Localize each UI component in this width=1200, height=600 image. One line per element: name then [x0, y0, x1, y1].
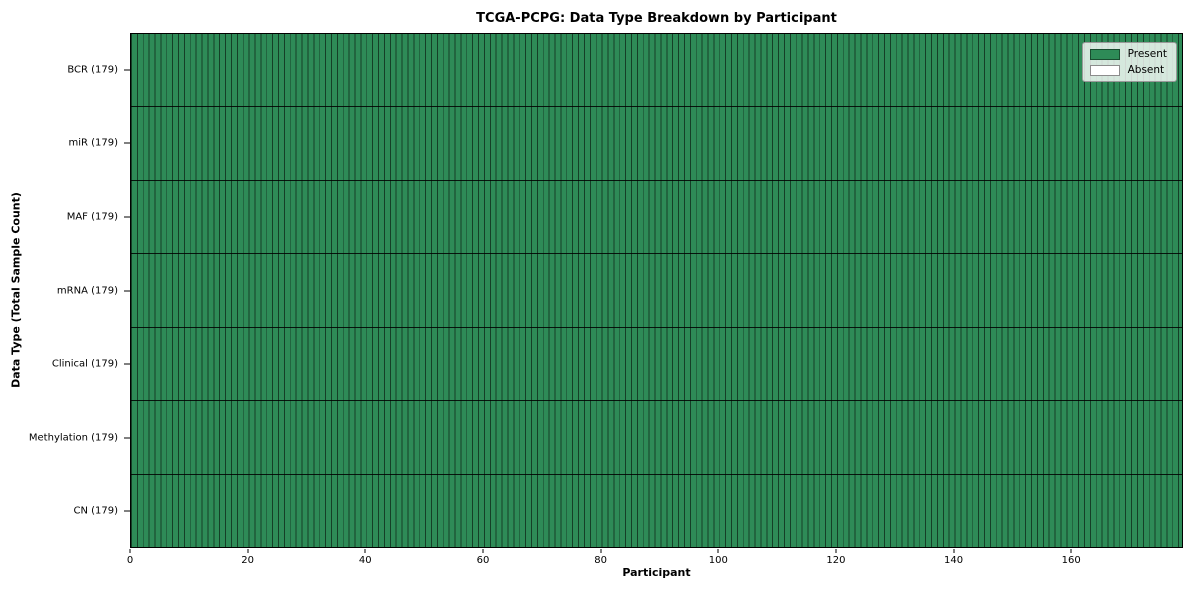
x-tick-mark	[364, 549, 366, 553]
x-tick-mark	[1070, 549, 1072, 553]
y-axis: BCR (179) miR (179) MAF (179) mRNA (179) Cli…	[0, 33, 130, 548]
x-tick-mark	[129, 549, 131, 553]
heatmap-row-clinical[interactable]	[131, 326, 1182, 400]
x-tick-label: 120	[826, 555, 846, 566]
legend-item-absent: Absent	[1089, 64, 1167, 76]
legend-label: Present	[1127, 48, 1167, 60]
x-tick-mark	[482, 549, 484, 553]
x-tick-mark	[717, 549, 719, 553]
y-tick-label: BCR (179)	[67, 64, 118, 76]
x-tick-mark	[600, 549, 602, 553]
x-tick-label: 0	[126, 555, 134, 566]
chart-title: TCGA-PCPG: Data Type Breakdown by Partic…	[476, 11, 837, 26]
y-tick-mark	[124, 142, 130, 144]
plot-area[interactable]: Present Absent	[130, 33, 1183, 548]
x-tick-mark	[247, 549, 249, 553]
heatmap-row-cn[interactable]	[131, 473, 1182, 547]
heatmap-row-methylation[interactable]	[131, 400, 1182, 473]
y-tick-label: CN (179)	[73, 505, 118, 517]
heatmap-row-maf[interactable]	[131, 179, 1182, 253]
x-tick-label: 80	[594, 555, 607, 566]
x-tick-mark	[835, 549, 837, 553]
legend-swatch-present	[1089, 48, 1120, 60]
x-axis: 0 20 40 60 80 100 120 140 160	[126, 548, 1183, 570]
x-axis-label: Participant	[622, 566, 691, 579]
legend: Present Absent	[1081, 42, 1177, 82]
x-tick-label: 100	[708, 555, 728, 566]
heatmap-row-mrna[interactable]	[131, 253, 1182, 326]
y-tick-label: MAF (179)	[66, 211, 118, 223]
heatmap-row-bcr[interactable]	[131, 34, 1182, 106]
legend-label: Absent	[1127, 64, 1165, 76]
y-tick-mark	[124, 437, 130, 439]
x-tick-label: 40	[358, 555, 372, 566]
x-tick-label: 140	[944, 555, 964, 566]
x-tick-mark	[953, 549, 955, 553]
y-tick-mark	[124, 290, 130, 291]
y-tick-mark	[124, 510, 130, 512]
x-tick-label: 160	[1061, 555, 1081, 566]
plot-rows	[131, 34, 1182, 547]
y-tick-label: Methylation (179)	[28, 432, 118, 444]
legend-item-present: Present	[1089, 48, 1167, 60]
y-tick-label: Clinical (179)	[51, 358, 118, 370]
y-tick-label: miR (179)	[68, 137, 118, 149]
y-tick-mark	[124, 69, 130, 71]
y-tick-mark	[124, 363, 130, 365]
x-tick-label: 60	[476, 555, 490, 566]
x-tick-label: 20	[241, 555, 255, 566]
legend-swatch-absent	[1089, 64, 1120, 76]
y-tick-mark	[124, 216, 130, 218]
y-tick-label: mRNA (179)	[56, 285, 118, 296]
heatmap-row-mir[interactable]	[131, 106, 1182, 179]
